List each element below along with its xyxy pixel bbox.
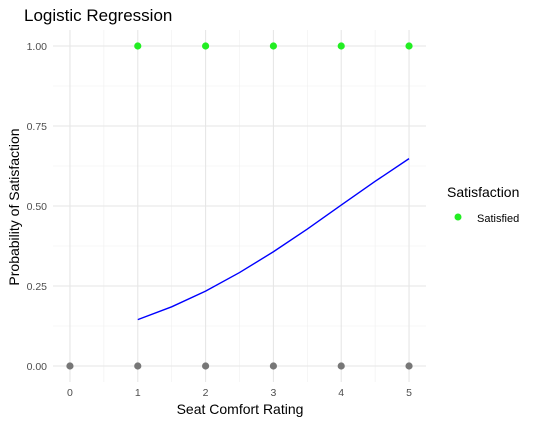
satisfied-point: [269, 42, 278, 50]
x-tick-label: 3: [270, 387, 276, 399]
y-tick-label: 0.00: [27, 361, 48, 373]
legend-label-satisfied: Satisfied: [477, 213, 519, 225]
x-tick-label: 0: [67, 387, 73, 399]
x-tick-label: 1: [135, 387, 141, 399]
unsatisfied-point: [134, 362, 142, 370]
y-tick-label: 0.25: [27, 281, 48, 293]
y-tick-label: 0.50: [27, 201, 48, 213]
satisfied-point: [337, 42, 345, 50]
regression-curve: [137, 158, 410, 321]
legend-key-satisfied: [454, 213, 462, 221]
y-tick-label: 0.75: [27, 121, 48, 133]
y-tick-label: 1.00: [27, 41, 48, 53]
chart-title: Logistic Regression: [24, 6, 172, 25]
data-marks: [66, 42, 413, 370]
satisfied-point: [134, 42, 142, 50]
x-tick-label: 5: [406, 387, 412, 399]
satisfied-point: [405, 42, 413, 50]
x-axis-label: Seat Comfort Rating: [177, 401, 304, 417]
satisfied-point: [201, 42, 210, 50]
grid: [53, 30, 426, 382]
x-tick-label: 2: [203, 387, 209, 399]
unsatisfied-point: [66, 362, 74, 370]
y-axis-label: Probability of Satisfaction: [6, 128, 22, 285]
x-tick-label: 4: [338, 387, 344, 399]
legend: Satisfaction Satisfied: [447, 184, 519, 225]
tick-labels: 0 1 2 3 4 5 0.00 0.25 0.50 0.75 1.00: [27, 41, 413, 399]
unsatisfied-point: [269, 362, 278, 370]
legend-title: Satisfaction: [447, 184, 519, 200]
unsatisfied-point: [337, 362, 345, 370]
unsatisfied-point: [201, 362, 210, 370]
unsatisfied-point: [405, 362, 413, 370]
